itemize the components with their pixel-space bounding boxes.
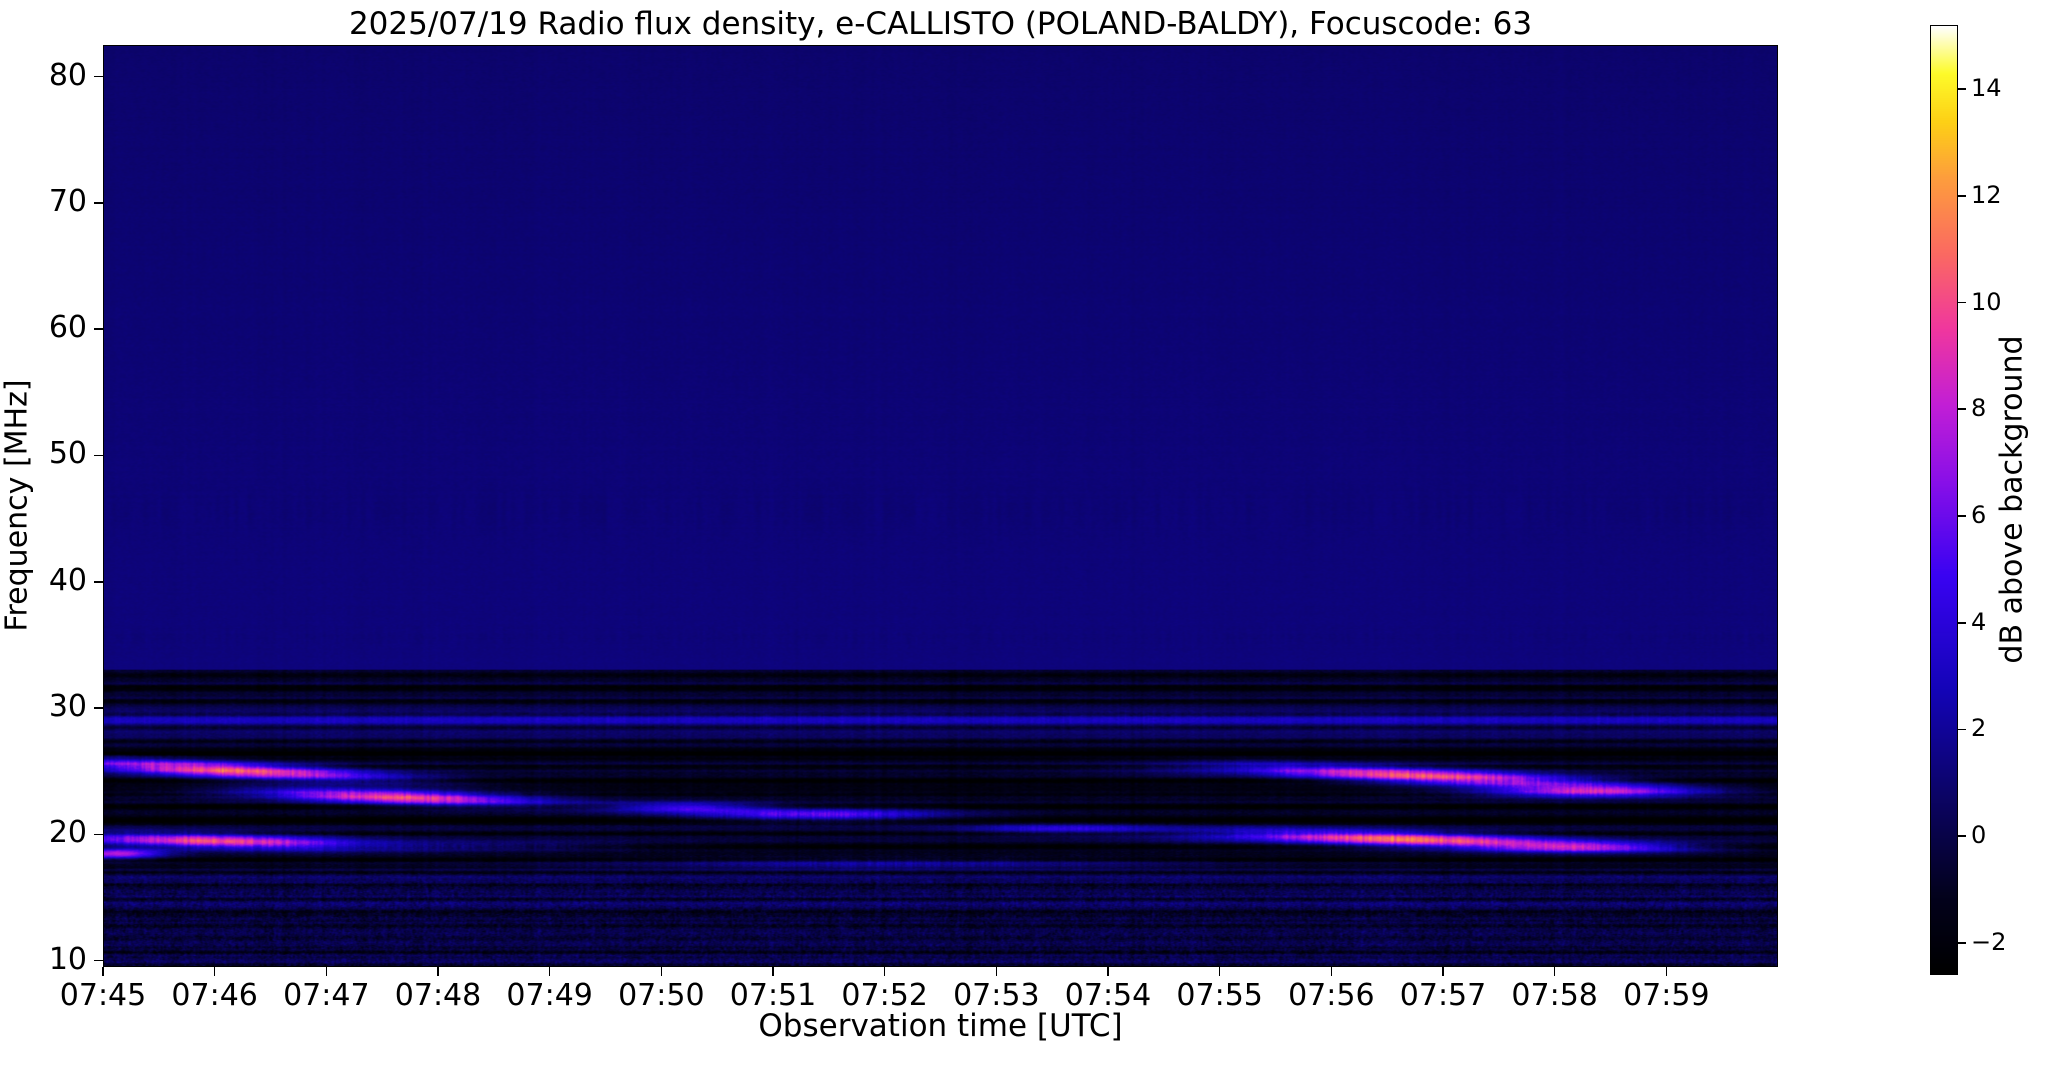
colorbar-label: dB above background xyxy=(1994,335,2030,664)
x-tick-mark xyxy=(437,967,439,976)
colorbar-tick-mark xyxy=(1958,621,1966,624)
x-tick-label: 07:53 xyxy=(953,978,1040,1013)
x-tick-mark xyxy=(1553,967,1556,976)
y-tick-label: 20 xyxy=(48,815,87,851)
colorbar-tick-label: 6 xyxy=(1971,501,1987,529)
y-tick-label: 70 xyxy=(48,183,87,219)
y-tick-mark xyxy=(94,833,103,836)
x-tick-mark xyxy=(1218,967,1221,976)
x-tick-label: 07:47 xyxy=(283,978,370,1013)
colorbar-tick-mark xyxy=(1958,515,1966,517)
colorbar-tick-label: 0 xyxy=(1971,821,1987,850)
x-axis-label: Observation time [UTC] xyxy=(758,1008,1123,1044)
y-tick-mark xyxy=(94,328,103,330)
x-tick-label: 07:57 xyxy=(1399,978,1487,1013)
colorbar-tick-mark xyxy=(1958,194,1966,197)
y-tick-label: 50 xyxy=(48,436,87,472)
colorbar-tick-label: 14 xyxy=(1971,74,2002,103)
x-tick-label: 07:56 xyxy=(1288,978,1375,1013)
colorbar-tick-mark xyxy=(1958,301,1966,304)
x-tick-label: 07:46 xyxy=(171,978,258,1013)
x-tick-mark xyxy=(1330,967,1333,976)
x-tick-mark xyxy=(1665,967,1668,976)
colorbar-tick-mark xyxy=(1958,88,1966,90)
colorbar-tick-label: 4 xyxy=(1971,607,1987,636)
colorbar-tick-mark xyxy=(1958,408,1966,411)
y-tick-mark xyxy=(94,959,103,962)
y-tick-mark xyxy=(94,454,103,457)
y-tick-label: 30 xyxy=(48,689,87,725)
colorbar-tick-mark xyxy=(1958,728,1966,731)
x-tick-mark xyxy=(548,967,551,976)
page-title: 2025/07/19 Radio flux density, e-CALLIST… xyxy=(348,6,1533,42)
x-tick-mark xyxy=(213,967,216,976)
y-tick-mark xyxy=(94,707,103,709)
y-tick-mark xyxy=(94,202,103,204)
x-tick-mark xyxy=(1107,967,1109,976)
x-tick-label: 07:55 xyxy=(1176,978,1263,1013)
x-tick-label: 07:48 xyxy=(394,978,482,1013)
x-tick-label: 07:45 xyxy=(59,978,147,1013)
x-tick-mark xyxy=(1442,967,1444,976)
y-tick-label: 40 xyxy=(48,562,87,598)
colorbar-tick-label: 8 xyxy=(1971,394,1987,423)
x-tick-label: 07:58 xyxy=(1511,978,1598,1013)
colorbar-gradient xyxy=(1931,26,1957,974)
x-tick-mark xyxy=(325,967,328,976)
colorbar-tick-mark xyxy=(1958,835,1966,838)
spectrogram-axes xyxy=(103,45,1778,967)
x-tick-label: 07:54 xyxy=(1064,978,1152,1013)
colorbar-tick-label: 12 xyxy=(1971,180,2002,209)
colorbar-tick-label: 2 xyxy=(1971,714,1987,743)
y-tick-label: 60 xyxy=(48,310,87,346)
colorbar-tick-label: 10 xyxy=(1971,287,2002,316)
y-axis-label: Frequency [MHz] xyxy=(0,379,35,632)
x-tick-mark xyxy=(995,967,998,976)
x-tick-label: 07:49 xyxy=(506,978,593,1013)
x-tick-label: 07:59 xyxy=(1623,978,1710,1013)
colorbar-tick-label: −2 xyxy=(1971,927,2007,956)
colorbar-tick-mark xyxy=(1958,942,1966,944)
x-tick-label: 07:51 xyxy=(729,978,817,1013)
spectrogram-image xyxy=(104,46,1777,966)
x-tick-mark xyxy=(102,967,104,976)
x-tick-label: 07:50 xyxy=(618,978,705,1013)
x-tick-mark xyxy=(660,967,663,976)
colorbar xyxy=(1930,25,1958,975)
x-tick-label: 07:52 xyxy=(841,978,928,1013)
x-tick-mark xyxy=(883,967,886,976)
y-tick-mark xyxy=(94,75,103,78)
y-tick-mark xyxy=(94,580,103,583)
y-tick-label: 10 xyxy=(48,941,87,977)
y-tick-label: 80 xyxy=(48,57,87,93)
x-tick-mark xyxy=(772,967,774,976)
